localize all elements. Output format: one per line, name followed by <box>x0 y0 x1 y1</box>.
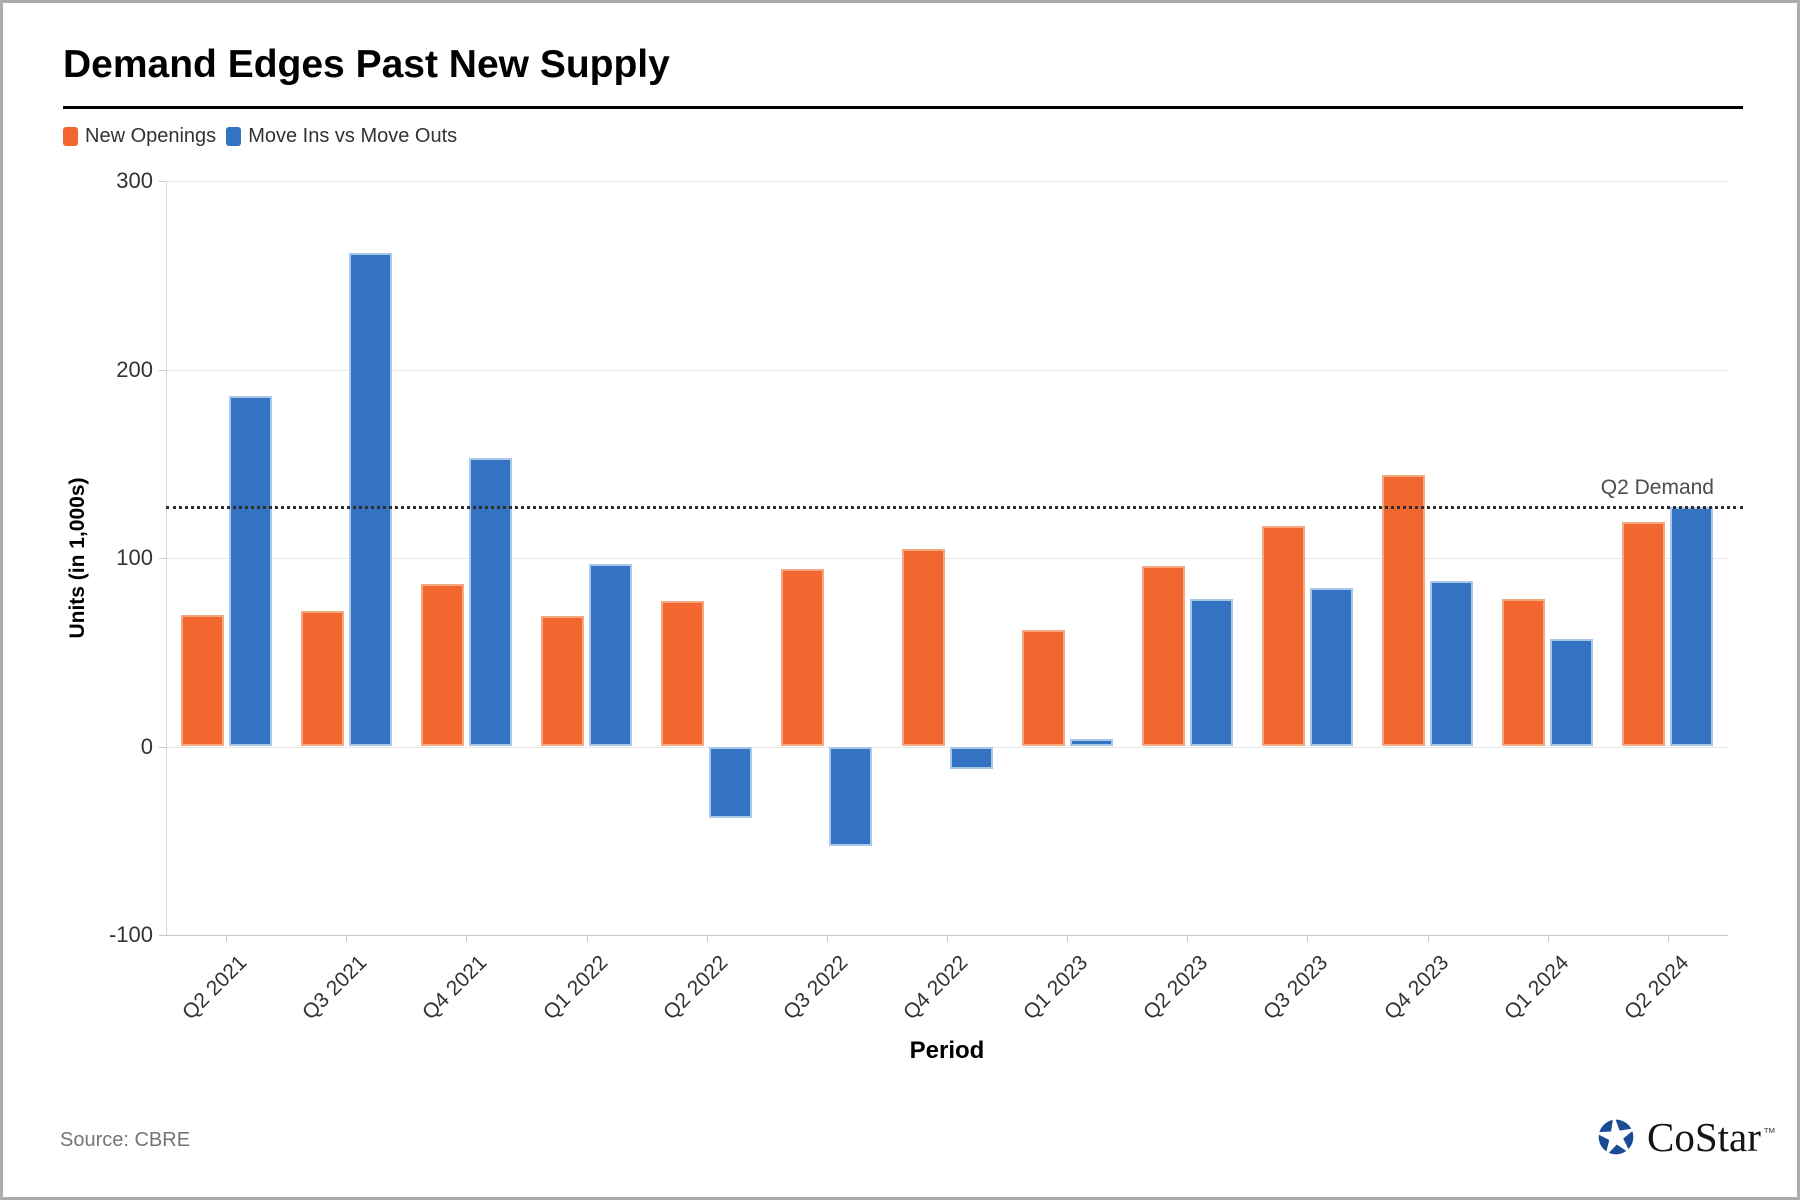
x-tick-mark <box>466 935 468 942</box>
x-tick-mark <box>706 935 708 942</box>
legend-item-new-openings[interactable]: New Openings <box>63 125 216 148</box>
x-tick-mark <box>1187 935 1189 942</box>
new-openings-bar[interactable] <box>781 569 825 747</box>
x-tick-mark <box>826 935 828 942</box>
move-ins-vs-move-outs-bar[interactable] <box>348 252 392 747</box>
move-ins-vs-move-outs-bar[interactable] <box>1670 507 1714 747</box>
legend-swatch <box>226 127 242 146</box>
x-tick-label: Q2 2023 <box>1139 951 1213 1025</box>
x-tick-mark <box>586 935 588 942</box>
legend-item-move-ins-vs-move-outs[interactable]: Move Ins vs Move Outs <box>226 125 457 148</box>
new-openings-bar[interactable] <box>1021 629 1065 747</box>
x-tick-mark <box>226 935 228 942</box>
costar-pinwheel-icon <box>1595 1114 1637 1157</box>
x-tick-label: Q1 2022 <box>538 951 612 1025</box>
y-tick-mark <box>159 935 166 936</box>
x-axis-title: Period <box>909 1037 985 1064</box>
costar-logo: CoStar ™ <box>1595 1113 1776 1161</box>
new-openings-bar[interactable] <box>420 584 464 747</box>
move-ins-vs-move-outs-bar[interactable] <box>709 746 753 819</box>
y-tick-label: -100 <box>108 922 153 947</box>
x-tick-label: Q4 2023 <box>1379 951 1453 1025</box>
new-openings-bar[interactable] <box>1502 599 1546 747</box>
x-tick-label: Q4 2021 <box>418 951 492 1025</box>
x-tick-label: Q3 2022 <box>778 951 853 1025</box>
legend-label: Move Ins vs Move Outs <box>248 125 458 147</box>
x-tick-label: Q3 2023 <box>1259 951 1333 1025</box>
y-tick-mark <box>159 181 166 182</box>
y-tick-label: 100 <box>116 545 153 570</box>
trademark-symbol: ™ <box>1762 1125 1776 1140</box>
move-ins-vs-move-outs-bar[interactable] <box>1189 599 1233 747</box>
move-ins-vs-move-outs-bar[interactable] <box>1069 738 1113 747</box>
legend-label: New Openings <box>85 125 217 147</box>
title-underline <box>63 106 1743 109</box>
x-tick-mark <box>1427 935 1429 942</box>
x-tick-label: Q4 2022 <box>899 951 973 1025</box>
new-openings-bar[interactable] <box>901 548 945 747</box>
y-gridline <box>166 181 1728 182</box>
x-tick-label: Q2 2021 <box>178 951 252 1025</box>
new-openings-bar[interactable] <box>1622 522 1666 747</box>
y-gridline <box>166 746 1728 748</box>
move-ins-vs-move-outs-bar[interactable] <box>949 746 993 770</box>
new-openings-bar[interactable] <box>1141 565 1185 747</box>
new-openings-bar[interactable] <box>1261 525 1305 747</box>
y-tick-label: 200 <box>116 356 153 382</box>
move-ins-vs-move-outs-bar[interactable] <box>1309 588 1353 747</box>
y-axis-line <box>166 181 167 935</box>
x-tick-mark <box>1067 935 1069 942</box>
x-tick-mark <box>346 935 348 942</box>
move-ins-vs-move-outs-bar[interactable] <box>468 458 512 747</box>
y-tick-label: 0 <box>140 733 153 759</box>
x-tick-label: Q2 2024 <box>1619 951 1694 1025</box>
move-ins-vs-move-outs-bar[interactable] <box>1550 639 1594 747</box>
demand-plotline <box>166 506 1743 510</box>
y-tick-mark <box>159 369 166 371</box>
costar-logo-text: CoStar ™ <box>1647 1114 1776 1160</box>
plotline-label: Q2 Demand <box>1600 476 1714 500</box>
new-openings-bar[interactable] <box>180 614 224 747</box>
x-tick-label: Q2 2022 <box>658 951 732 1025</box>
x-tick-label: Q1 2023 <box>1019 951 1093 1025</box>
page-title: Demand Edges Past New Supply <box>63 43 670 86</box>
new-openings-bar[interactable] <box>541 616 585 747</box>
y-tick-label: 300 <box>116 168 153 193</box>
y-tick-mark <box>159 558 166 559</box>
chart-legend: New Openings Move Ins vs Move Outs <box>63 125 467 148</box>
new-openings-bar[interactable] <box>661 601 705 747</box>
y-gridline <box>166 369 1728 371</box>
y-gridline <box>166 558 1728 559</box>
new-openings-bar[interactable] <box>1382 475 1426 747</box>
x-tick-mark <box>1667 935 1669 942</box>
new-openings-bar[interactable] <box>300 610 344 747</box>
x-tick-label: Q1 2024 <box>1499 951 1574 1025</box>
move-ins-vs-move-outs-bar[interactable] <box>228 395 272 747</box>
legend-swatch <box>63 127 78 146</box>
x-tick-mark <box>947 935 948 942</box>
x-tick-mark <box>1307 935 1309 942</box>
x-tick-label: Q3 2021 <box>298 951 372 1025</box>
y-tick-mark <box>159 746 166 748</box>
move-ins-vs-move-outs-bar[interactable] <box>1430 580 1474 747</box>
source-note: Source: CBRE <box>60 1129 191 1151</box>
x-tick-mark <box>1547 935 1549 942</box>
move-ins-vs-move-outs-bar[interactable] <box>589 563 633 747</box>
move-ins-vs-move-outs-bar[interactable] <box>829 746 873 847</box>
